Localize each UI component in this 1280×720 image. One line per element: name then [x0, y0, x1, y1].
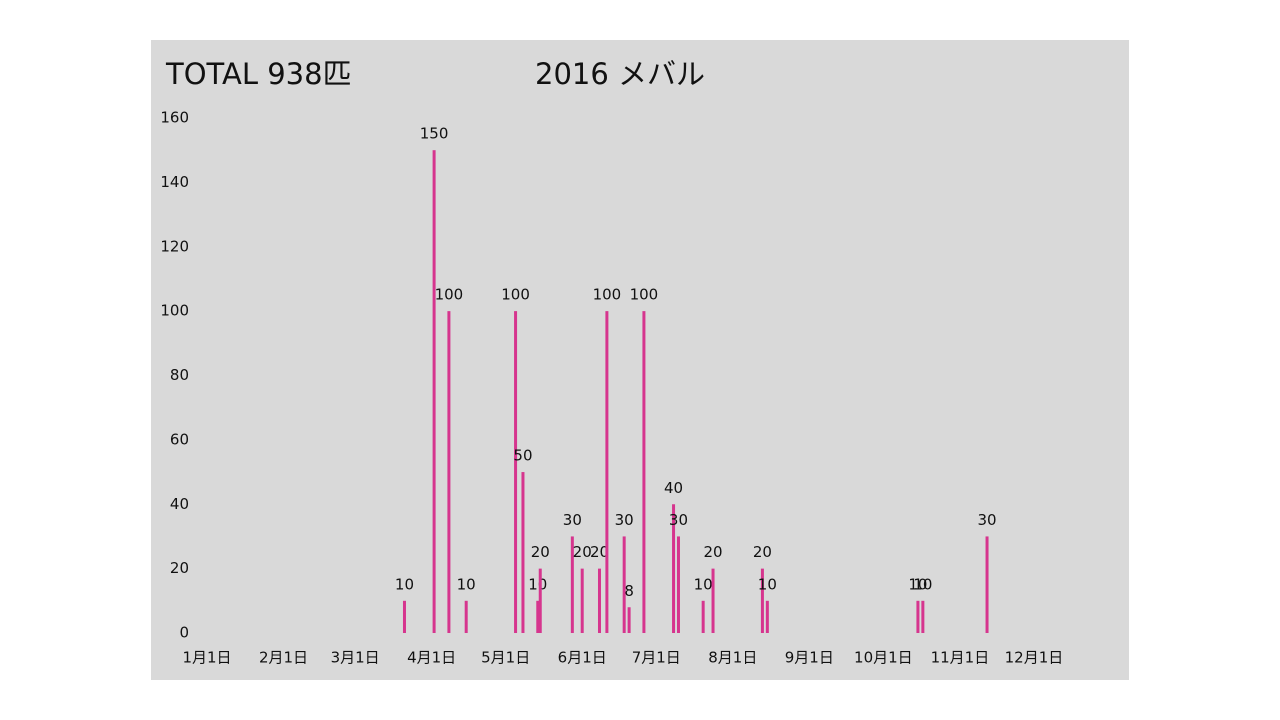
data-label: 20: [531, 543, 550, 561]
bar: [605, 311, 609, 633]
chart-subtitle: 2016 メバル: [535, 57, 705, 91]
data-label: 100: [593, 286, 622, 304]
bar: [580, 568, 584, 633]
data-label: 10: [913, 575, 932, 593]
bar: [701, 600, 705, 633]
x-tick-label: 6月1日: [558, 649, 607, 667]
data-label: 50: [513, 447, 532, 465]
bar: [402, 600, 406, 633]
data-label: 100: [501, 286, 530, 304]
data-label: 20: [703, 543, 722, 561]
x-tick-label: 11月1日: [931, 649, 990, 667]
bar: [521, 472, 525, 633]
data-label: 20: [590, 543, 609, 561]
bar: [765, 600, 769, 633]
bar: [597, 568, 601, 633]
data-label: 10: [758, 575, 777, 593]
data-label: 10: [694, 575, 713, 593]
x-tick-label: 4月1日: [407, 649, 456, 667]
chart-title: TOTAL 938匹: [165, 57, 352, 91]
chart-background: [151, 40, 1129, 680]
data-label: 30: [563, 511, 582, 529]
bar: [432, 150, 436, 633]
bar: [622, 536, 626, 633]
data-label: 150: [420, 125, 449, 143]
bar: [672, 504, 676, 633]
x-tick-label: 8月1日: [708, 649, 757, 667]
bar: [447, 311, 451, 633]
bar: [921, 600, 925, 633]
bar: [916, 600, 920, 633]
bar: [514, 311, 518, 633]
bar: [760, 568, 764, 633]
y-tick-label: 160: [160, 109, 189, 127]
y-tick-label: 100: [160, 302, 189, 320]
x-tick-label: 3月1日: [331, 649, 380, 667]
data-label: 30: [615, 511, 634, 529]
y-tick-label: 20: [170, 559, 189, 577]
bar: [536, 600, 540, 633]
data-label: 8: [624, 582, 634, 600]
y-tick-label: 40: [170, 495, 189, 513]
bar: [627, 607, 631, 633]
data-label: 30: [977, 511, 996, 529]
data-label: 20: [753, 543, 772, 561]
y-tick-label: 120: [160, 237, 189, 255]
x-tick-label: 7月1日: [632, 649, 681, 667]
bar: [538, 568, 542, 633]
bar: [985, 536, 989, 633]
data-label: 40: [664, 479, 683, 497]
bar: [570, 536, 574, 633]
bar: [464, 600, 468, 633]
data-label: 30: [669, 511, 688, 529]
data-label: 100: [435, 286, 464, 304]
bar: [642, 311, 646, 633]
x-tick-label: 9月1日: [785, 649, 834, 667]
y-tick-label: 0: [179, 624, 189, 642]
bar: [676, 536, 680, 633]
x-tick-label: 10月1日: [854, 649, 913, 667]
y-tick-label: 140: [160, 173, 189, 191]
x-tick-label: 5月1日: [481, 649, 530, 667]
data-label: 20: [573, 543, 592, 561]
data-label: 10: [528, 575, 547, 593]
bar: [711, 568, 715, 633]
data-label: 10: [457, 575, 476, 593]
data-label: 10: [908, 575, 927, 593]
x-tick-label: 1月1日: [182, 649, 231, 667]
y-tick-label: 60: [170, 430, 189, 448]
data-label: 10: [395, 575, 414, 593]
x-tick-label: 2月1日: [259, 649, 308, 667]
x-tick-label: 12月1日: [1005, 649, 1064, 667]
y-tick-label: 80: [170, 366, 189, 384]
data-label: 100: [630, 286, 659, 304]
